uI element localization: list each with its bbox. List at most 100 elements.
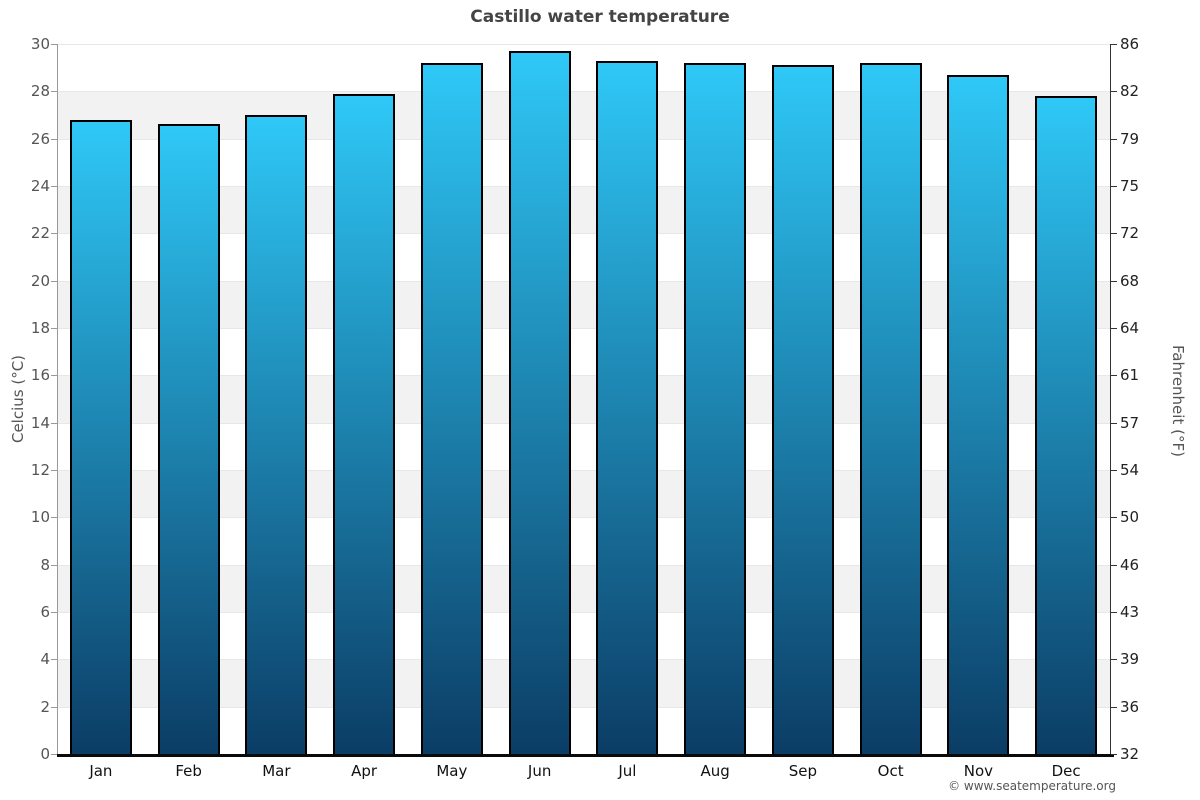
celsius-tick-label: 20 [30, 271, 50, 290]
fahrenheit-tick-label: 54 [1120, 461, 1140, 479]
celsius-tick-label: 30 [30, 35, 50, 53]
celsius-tick-mark [51, 375, 57, 377]
grid-band [57, 233, 1110, 281]
month-label-aug: Aug [700, 762, 730, 780]
bar-jul [596, 61, 659, 754]
month-label-jul: Jul [618, 762, 637, 780]
y-axis-title-celsius: Celcius (°C) [9, 354, 27, 444]
grid-band [57, 186, 1110, 234]
celsius-tick-label: 22 [30, 224, 50, 243]
month-label-jun: Jun [527, 762, 552, 780]
celsius-tick-mark [51, 706, 57, 708]
bar-cell [935, 44, 1023, 754]
celsius-tick-mark [51, 328, 57, 329]
celsius-tick-mark [51, 517, 57, 519]
grid-band [57, 612, 1110, 660]
celsius-tick-label: 8 [40, 555, 50, 574]
fahrenheit-tick-label: 57 [1120, 413, 1140, 432]
celsius-tick-label: 0 [40, 745, 50, 763]
fahrenheit-tick-mark [1111, 659, 1117, 661]
copyright-footer: © www.seatemperature.org [948, 779, 1116, 793]
fahrenheit-tick-mark [1111, 422, 1117, 424]
bar-sep [771, 65, 834, 754]
bar-aug [684, 63, 747, 754]
celsius-tick-mark [51, 186, 57, 187]
bar-mar [245, 115, 308, 754]
bar-cell [496, 44, 584, 754]
grid-band [57, 44, 1110, 92]
grid-band [57, 422, 1110, 470]
celsius-tick-label: 6 [40, 603, 50, 621]
fahrenheit-tick-label: 82 [1120, 82, 1140, 101]
bar-cell [408, 44, 496, 754]
fahrenheit-tick-label: 79 [1120, 129, 1140, 148]
y-axis-title-fahrenheit: Fahrenheit (°F) [1169, 345, 1187, 457]
bar-oct [859, 63, 922, 754]
gridline-bands [57, 44, 1110, 754]
fahrenheit-tick-mark [1111, 470, 1117, 471]
fahrenheit-tick-label: 39 [1120, 650, 1140, 669]
celsius-tick-label: 12 [30, 461, 50, 479]
fahrenheit-tick-mark [1111, 233, 1117, 235]
fahrenheit-tick-mark [1111, 564, 1117, 566]
month-label-may: May [436, 762, 468, 780]
celsius-tick-mark [51, 564, 57, 566]
celsius-tick-label: 10 [30, 508, 50, 527]
bar-cell [1022, 44, 1110, 754]
month-label-dec: Dec [1051, 762, 1081, 780]
fahrenheit-tick-label: 72 [1120, 224, 1140, 243]
bar-cell [145, 44, 233, 754]
fahrenheit-tick-mark [1111, 328, 1117, 329]
month-label-jan: Jan [89, 762, 113, 780]
month-label-apr: Apr [351, 762, 378, 780]
bar-dec [1035, 96, 1098, 754]
bar-cell [233, 44, 321, 754]
bar-cell [584, 44, 672, 754]
bar-cell [57, 44, 145, 754]
chart-title: Castillo water temperature [470, 7, 730, 27]
fahrenheit-tick-label: 86 [1120, 35, 1140, 53]
bars-container [57, 44, 1110, 754]
fahrenheit-tick-mark [1111, 754, 1117, 755]
x-axis-baseline [57, 754, 1114, 757]
celsius-tick-mark [51, 280, 57, 282]
fahrenheit-tick-label: 68 [1120, 271, 1140, 290]
fahrenheit-tick-mark [1111, 375, 1117, 377]
celsius-tick-label: 24 [30, 177, 50, 195]
bar-cell [847, 44, 935, 754]
celsius-tick-mark [51, 754, 57, 755]
fahrenheit-tick-label: 36 [1120, 697, 1140, 716]
grid-band [57, 280, 1110, 328]
y-axis-line-celsius [57, 44, 58, 755]
celsius-tick-mark [51, 422, 57, 424]
fahrenheit-tick-label: 64 [1120, 319, 1140, 337]
bar-cell [759, 44, 847, 754]
bar-jun [508, 51, 571, 754]
bar-cell [671, 44, 759, 754]
fahrenheit-tick-mark [1111, 186, 1117, 187]
celsius-tick-label: 2 [40, 697, 50, 716]
bar-jan [69, 120, 132, 754]
fahrenheit-tick-mark [1111, 91, 1117, 93]
celsius-tick-mark [51, 138, 57, 140]
celsius-tick-mark [51, 233, 57, 235]
bar-feb [157, 124, 220, 754]
celsius-tick-label: 26 [30, 129, 50, 148]
celsius-tick-mark [51, 44, 57, 45]
fahrenheit-tick-label: 75 [1120, 177, 1140, 195]
month-label-oct: Oct [877, 762, 904, 780]
grid-band [57, 328, 1110, 376]
month-label-mar: Mar [262, 762, 291, 780]
celsius-tick-label: 28 [30, 82, 50, 101]
celsius-tick-mark [51, 470, 57, 471]
month-label-sep: Sep [788, 762, 818, 780]
grid-band [57, 470, 1110, 518]
celsius-tick-mark [51, 91, 57, 93]
fahrenheit-tick-mark [1111, 517, 1117, 519]
fahrenheit-tick-label: 50 [1120, 508, 1140, 527]
grid-band [57, 706, 1110, 754]
grid-band [57, 659, 1110, 707]
month-label-nov: Nov [963, 762, 994, 780]
celsius-tick-mark [51, 659, 57, 661]
bar-may [420, 63, 483, 754]
